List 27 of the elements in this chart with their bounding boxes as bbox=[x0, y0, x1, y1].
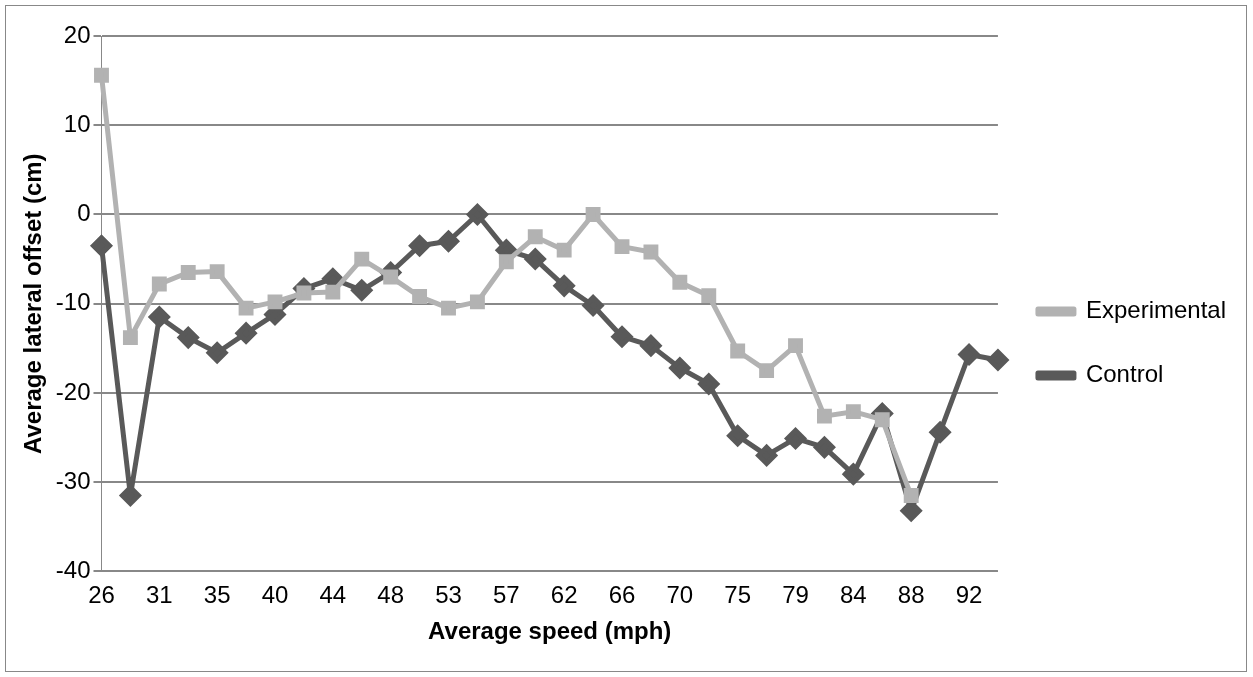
x-tick-label: 66 bbox=[608, 581, 636, 609]
x-tick-label: 79 bbox=[782, 581, 809, 609]
x-tick-label: 40 bbox=[261, 581, 289, 609]
y-tick-label: 0 bbox=[77, 199, 91, 227]
x-tick-label: 62 bbox=[550, 581, 578, 609]
x-tick-label: 35 bbox=[203, 581, 231, 609]
y-tick-label: 20 bbox=[63, 20, 91, 48]
x-tick-label: 92 bbox=[955, 581, 983, 609]
x-tick-label: 57 bbox=[492, 581, 520, 609]
y-tick-label: -20 bbox=[55, 377, 91, 405]
y-tick-label: -30 bbox=[55, 466, 91, 494]
x-axis-title: Average speed (mph) bbox=[428, 617, 672, 645]
x-tick-label: 26 bbox=[88, 581, 115, 609]
x-tick-label: 44 bbox=[319, 581, 347, 609]
x-tick-label: 53 bbox=[435, 581, 462, 609]
y-tick-label: 10 bbox=[63, 109, 91, 137]
y-tick-label: -40 bbox=[55, 556, 91, 584]
legend-label: Experimental bbox=[1085, 296, 1226, 324]
x-tick-label: 75 bbox=[724, 581, 752, 609]
x-tick-label: 84 bbox=[840, 581, 867, 609]
x-tick-label: 70 bbox=[666, 581, 694, 609]
x-tick-label: 31 bbox=[145, 581, 173, 609]
y-axis-title: Average lateral offset (cm) bbox=[19, 153, 47, 454]
x-tick-label: 48 bbox=[377, 581, 405, 609]
y-tick-label: -10 bbox=[55, 288, 91, 316]
x-tick-label: 88 bbox=[897, 581, 925, 609]
legend-label: Control bbox=[1085, 360, 1164, 388]
